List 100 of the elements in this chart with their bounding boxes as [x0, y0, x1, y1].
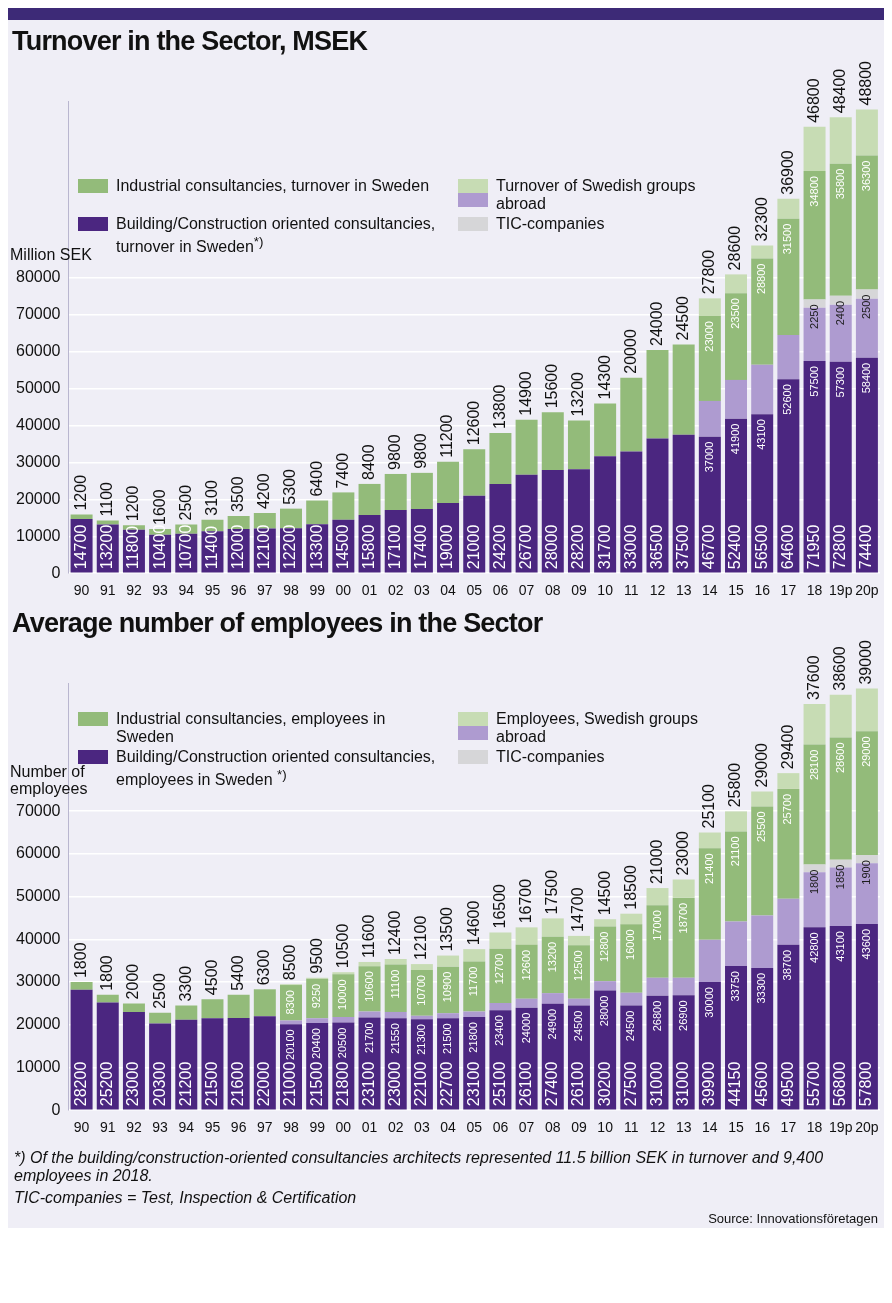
annotation: 18500	[621, 865, 639, 910]
annotation: 13200	[98, 524, 116, 570]
bar	[332, 492, 355, 520]
annotation: 12600	[464, 400, 482, 446]
x-tick-label: 14	[702, 582, 718, 599]
annotation: 10500	[333, 923, 351, 969]
annotation: 29000	[752, 742, 770, 788]
x-tick-label: 99	[309, 1119, 326, 1136]
annotation: 29400	[778, 724, 796, 770]
x-tick-label: 18	[806, 582, 823, 599]
bar	[541, 412, 564, 470]
bar	[829, 737, 852, 860]
x-tick-label: 17	[780, 1119, 797, 1136]
data-label: 21700	[362, 1022, 375, 1054]
annotation: 30200	[595, 1061, 613, 1107]
legend-label: Building/Construction oriented consultancies, employees in Sweden $^{*)}$	[116, 748, 437, 790]
data-label: 11100	[388, 969, 401, 999]
x-tick-label: 09	[571, 1119, 587, 1136]
annotation: 2000	[124, 963, 142, 1000]
bar	[855, 109, 878, 156]
data-label: 37000	[702, 441, 715, 473]
bar	[672, 897, 695, 978]
data-label: 57500	[807, 366, 820, 397]
y-tick-label: 50000	[15, 887, 61, 905]
annotation: 6300	[255, 949, 273, 986]
data-label: 24500	[624, 1010, 637, 1042]
bar	[515, 927, 538, 945]
data-label: 23400	[493, 1015, 506, 1046]
y-tick-label: 70000	[15, 801, 61, 819]
annotation: 28200	[569, 524, 587, 570]
data-label: 42800	[807, 932, 820, 963]
data-label: 12800	[598, 931, 611, 963]
bar	[306, 500, 329, 525]
annotation: 12100	[412, 915, 430, 961]
annotation: 25100	[490, 1061, 508, 1107]
bar	[855, 731, 878, 856]
annotation: 48400	[831, 68, 849, 114]
bar	[306, 1018, 329, 1024]
x-tick-label: 19p	[829, 582, 853, 599]
data-label: 28000	[598, 995, 611, 1027]
annotation: 21500	[202, 1061, 220, 1107]
bar	[175, 1005, 198, 1020]
legend-label: Employees, Swedish groups abroad	[496, 710, 699, 747]
bar	[253, 989, 276, 1017]
bar	[489, 932, 512, 949]
y-tick-label: 60000	[15, 342, 61, 360]
data-label: 12600	[519, 949, 532, 981]
annotation: 33000	[621, 524, 639, 570]
data-label: 28800	[755, 263, 768, 295]
x-tick-label: 10	[597, 582, 614, 599]
bar	[620, 924, 643, 993]
data-label: 43600	[859, 928, 872, 960]
annotation: 13800	[490, 384, 508, 430]
x-tick-label: 06	[492, 1119, 509, 1136]
y-tick-label: 30000	[15, 972, 61, 990]
data-label: 24500	[571, 1010, 584, 1042]
x-tick-label: 00	[335, 582, 352, 599]
bar	[725, 811, 748, 832]
x-tick-label: 91	[99, 1119, 116, 1136]
legend-label: Turnover of Swedish groups abroad	[496, 177, 697, 214]
annotation: 17500	[543, 869, 561, 915]
x-tick-label: 19p	[829, 1119, 853, 1136]
bar	[751, 915, 774, 968]
y-tick-label: 0	[51, 563, 61, 581]
bar	[594, 981, 617, 991]
annotation: 36900	[778, 150, 796, 195]
annotation: 25200	[98, 1061, 116, 1107]
bar	[646, 977, 669, 996]
annotation: 56500	[752, 524, 770, 570]
bar	[646, 350, 669, 439]
annotation: 1800	[98, 955, 116, 991]
annotation: 22100	[412, 1061, 430, 1107]
annotation: 12200	[281, 524, 299, 570]
annotation: 21600	[229, 1061, 247, 1107]
chart-title: Average number of employees in the Sector	[11, 607, 544, 639]
bar	[515, 998, 538, 1008]
annotation: 31000	[647, 1061, 665, 1107]
legend-label: Industrial consultancies, employees in Sweden	[116, 710, 387, 747]
x-tick-label: 11	[624, 1119, 639, 1136]
y-tick-label: 60000	[15, 844, 61, 862]
bar	[567, 935, 590, 946]
annotation: 49500	[778, 1061, 796, 1107]
bar	[855, 155, 878, 290]
data-label: 38700	[781, 949, 794, 981]
annotation: 16500	[490, 883, 508, 929]
bar	[672, 344, 695, 435]
annotation: 25100	[700, 783, 718, 829]
x-tick-label: 07	[518, 582, 535, 599]
x-tick-label: 94	[178, 1119, 195, 1136]
legend-label: Industrial consultancies, turnover in Sweden	[116, 177, 430, 196]
annotation: 32300	[752, 197, 770, 242]
annotation: 3100	[202, 480, 220, 516]
annotation: 6400	[307, 460, 325, 497]
annotation: 12000	[229, 524, 247, 570]
annotation: 15800	[359, 524, 377, 570]
y-tick-label: 70000	[15, 305, 61, 323]
x-tick-label: 18	[806, 1119, 823, 1136]
data-label: 41900	[729, 423, 742, 455]
data-label: 25500	[755, 811, 768, 843]
data-label: 21100	[729, 836, 742, 867]
